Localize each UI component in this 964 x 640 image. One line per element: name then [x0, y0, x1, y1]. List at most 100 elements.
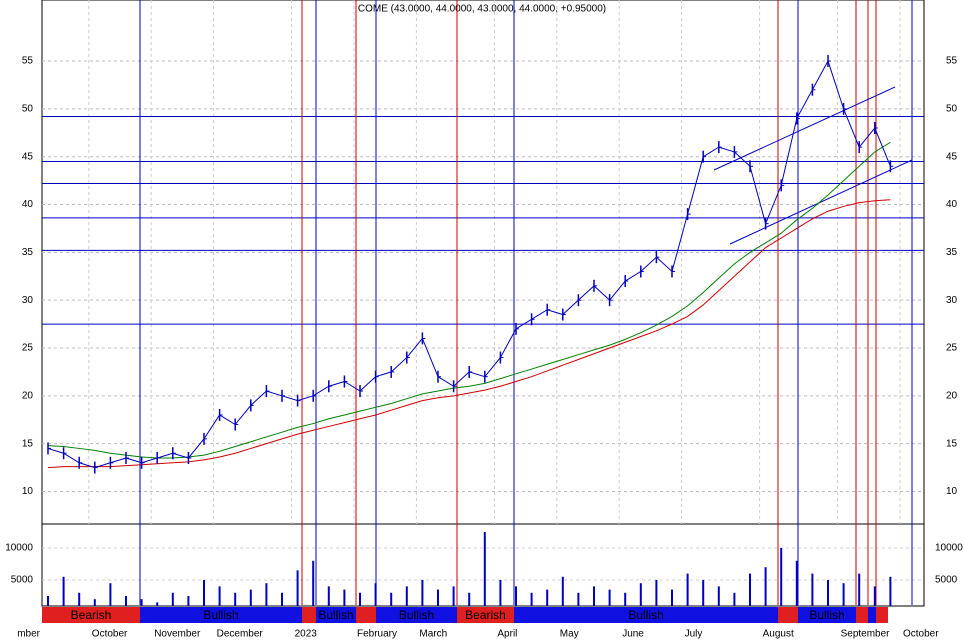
volume-bar: [281, 592, 283, 606]
volume-bar: [842, 583, 845, 606]
trend-line: [713, 86, 896, 171]
volume-bar: [249, 589, 252, 606]
trend-line: [729, 159, 913, 245]
sentiment-segment: [356, 607, 376, 623]
volume-bar: [78, 592, 81, 606]
volume-bar: [468, 592, 471, 606]
volume-bar: [140, 599, 143, 606]
y-tick-label: 10: [22, 486, 34, 497]
volume-bar: [452, 586, 455, 606]
volume-bar: [655, 580, 658, 606]
volume-bar: [499, 580, 502, 606]
sentiment-segment: [457, 607, 514, 623]
volume-bar: [515, 586, 517, 606]
volume-bar: [312, 560, 315, 606]
y-tick-label: 40: [22, 199, 34, 210]
volume-bar: [577, 592, 580, 606]
y-tick-label: 45: [22, 151, 34, 162]
volume-tick-label-right: 10000: [935, 543, 963, 554]
volume-bar: [827, 580, 829, 606]
volume-bar: [405, 586, 408, 606]
sentiment-segment: [316, 607, 356, 623]
volume-bar: [639, 583, 642, 606]
sentiment-label: Bullish: [318, 608, 353, 622]
y-tick-label-right: 45: [946, 151, 958, 162]
y-tick-label-right: 10: [946, 486, 958, 497]
volume-bar: [593, 586, 595, 606]
volume-bar: [561, 576, 564, 606]
sentiment-segment: [376, 607, 457, 623]
y-tick-label-right: 20: [946, 390, 958, 401]
sentiment-segment: [868, 607, 876, 623]
volume-bar: [203, 580, 205, 606]
x-tick-label: 2023: [295, 629, 318, 640]
x-tick-label: October: [92, 629, 128, 640]
volume-bar: [47, 596, 49, 606]
y-tick-label: 20: [22, 390, 34, 401]
y-tick-label-right: 15: [946, 438, 958, 449]
volume-bar: [717, 586, 720, 606]
x-tick-label: July: [685, 629, 703, 640]
volume-tick-label: 10000: [5, 543, 33, 554]
x-tick-label: November: [154, 629, 201, 640]
y-tick-label: 55: [22, 56, 34, 67]
x-tick-label: April: [497, 629, 517, 640]
y-tick-label-right: 50: [946, 104, 958, 115]
sentiment-label: Bullish: [399, 608, 434, 622]
volume-bar: [390, 592, 393, 606]
volume-panel: [41, 523, 925, 607]
volume-bar: [421, 580, 424, 606]
sentiment-label: Bullish: [628, 608, 663, 622]
volume-bar: [764, 567, 767, 606]
volume-bar: [93, 599, 96, 606]
y-tick-label-right: 25: [946, 343, 958, 354]
x-tick-label: May: [560, 629, 579, 640]
sentiment-label: Bullish: [809, 608, 844, 622]
sentiment-label: Bearish: [71, 608, 112, 622]
volume-bar: [483, 532, 486, 606]
y-tick-label: 25: [22, 343, 34, 354]
volume-bar: [265, 583, 268, 606]
x-tick-label: mber: [17, 629, 40, 640]
volume-bar: [125, 596, 127, 606]
volume-bar: [702, 580, 705, 606]
sentiment-segment: [778, 607, 798, 623]
volume-bar: [234, 592, 237, 606]
volume-bar: [437, 589, 439, 606]
y-tick-label-right: 35: [946, 247, 958, 258]
x-tick-label: August: [763, 629, 794, 640]
volume-bar: [343, 589, 346, 606]
sentiment-segment: [514, 607, 778, 623]
sentiment-label: Bearish: [465, 608, 506, 622]
y-tick-label-right: 40: [946, 199, 958, 210]
y-tick-label: 35: [22, 247, 34, 258]
sentiment-segment: [856, 607, 868, 623]
sentiment-label: Bullish: [203, 608, 238, 622]
volume-bar: [671, 589, 673, 606]
volume-bar: [686, 573, 689, 606]
volume-bar: [109, 583, 112, 606]
y-tick-label-right: 55: [946, 56, 958, 67]
x-tick-label: March: [419, 629, 447, 640]
volume-bar: [327, 586, 330, 606]
volume-bar: [187, 596, 190, 606]
chart-title: COME (43.0000, 44.0000, 43.0000, 44.0000…: [358, 4, 606, 15]
volume-bar: [780, 548, 783, 606]
volume-bar: [156, 602, 159, 606]
volume-bar: [733, 592, 736, 606]
volume-bar: [374, 583, 377, 606]
volume-bar: [608, 589, 611, 606]
volume-bar: [296, 570, 299, 606]
volume-bar: [218, 586, 221, 606]
volume-bar: [546, 589, 549, 606]
y-tick-label: 50: [22, 104, 34, 115]
volume-bar: [889, 576, 892, 606]
x-tick-label: June: [622, 629, 644, 640]
y-tick-label: 15: [22, 438, 34, 449]
volume-bar: [795, 560, 798, 606]
sentiment-segment: [140, 607, 302, 623]
x-tick-label: December: [217, 629, 264, 640]
volume-bar: [858, 573, 861, 606]
